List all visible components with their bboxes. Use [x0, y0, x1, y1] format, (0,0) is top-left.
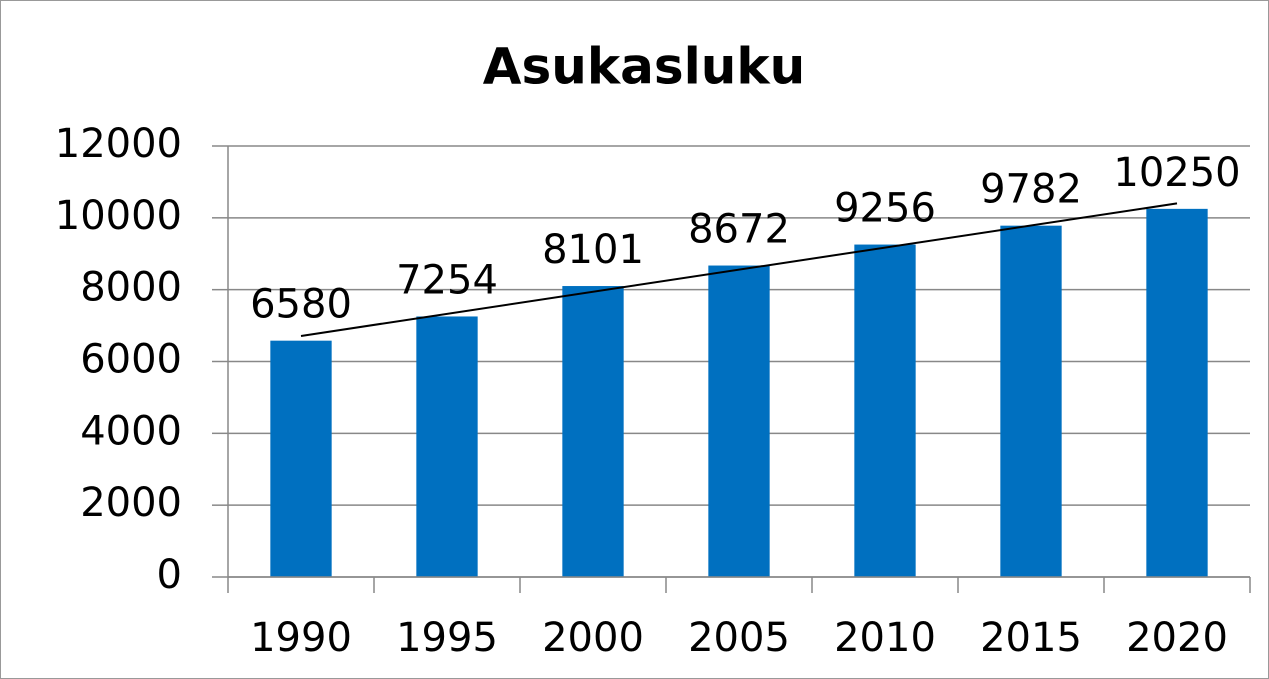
chart-title: Asukasluku	[483, 38, 805, 96]
data-label: 9256	[834, 186, 936, 232]
data-label: 10250	[1113, 150, 1240, 196]
y-tick-label: 12000	[55, 121, 182, 167]
y-tick-label: 8000	[80, 265, 182, 311]
bar	[1146, 208, 1208, 577]
data-label: 8101	[542, 227, 644, 273]
x-tick-label: 2010	[834, 615, 936, 661]
y-tick-label: 4000	[80, 408, 182, 454]
y-tick-label: 0	[157, 552, 182, 598]
data-label: 7254	[396, 257, 498, 303]
bar	[708, 265, 770, 577]
x-tick-label: 2020	[1126, 615, 1228, 661]
data-label: 9782	[980, 167, 1082, 213]
data-label: 8672	[688, 207, 790, 253]
bar	[562, 286, 624, 577]
bar	[854, 244, 916, 577]
x-tick-label: 1990	[250, 615, 352, 661]
y-tick-label: 2000	[80, 480, 182, 526]
bar	[416, 316, 478, 577]
y-tick-label: 10000	[55, 193, 182, 239]
x-tick-label: 2005	[688, 615, 790, 661]
bar	[270, 340, 332, 577]
y-tick-label: 6000	[80, 337, 182, 383]
x-tick-label: 2015	[980, 615, 1082, 661]
trendline	[300, 202, 1178, 337]
x-tick-label: 2000	[542, 615, 644, 661]
bar	[1000, 225, 1062, 578]
data-label: 6580	[250, 282, 352, 328]
x-tick-label: 1995	[396, 615, 498, 661]
